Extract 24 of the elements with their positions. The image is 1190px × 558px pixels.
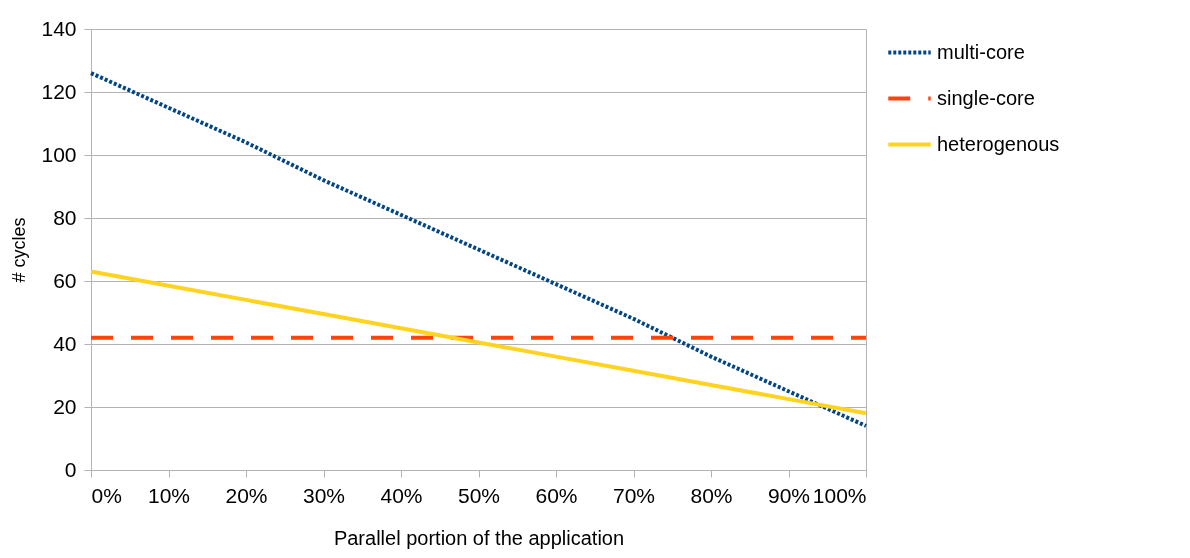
legend-label: heterogenous: [937, 132, 1060, 155]
x-tick-label: 80%: [690, 483, 733, 507]
x-tick-label: 20%: [225, 483, 268, 507]
legend-label: multi-core: [937, 40, 1025, 63]
x-tick-label: 70%: [612, 483, 656, 507]
y-tick-label: 40: [53, 331, 77, 355]
y-axis-title: # cycles: [9, 217, 30, 283]
x-tick-label: 90%: [767, 483, 811, 507]
x-tick-label: 100%: [812, 483, 867, 507]
y-tick-label: 60: [53, 268, 77, 292]
y-tick-label: 120: [41, 79, 77, 103]
x-tick-label: 10%: [147, 483, 191, 507]
y-tick-label: 80: [53, 205, 77, 229]
y-tick-label: 140: [41, 16, 77, 40]
y-tick-label: 100: [41, 142, 77, 166]
x-tick-label: 60%: [535, 483, 578, 507]
x-tick-label: 50%: [457, 483, 501, 507]
y-tick-label: 0: [64, 457, 77, 481]
x-tick-label: 30%: [302, 483, 346, 507]
x-tick-label: 40%: [380, 483, 423, 507]
x-tick-label: 0%: [91, 483, 122, 507]
y-tick-label: 20: [53, 394, 77, 418]
legend-label: single-core: [937, 86, 1035, 109]
x-axis-title: Parallel portion of the application: [333, 526, 625, 549]
